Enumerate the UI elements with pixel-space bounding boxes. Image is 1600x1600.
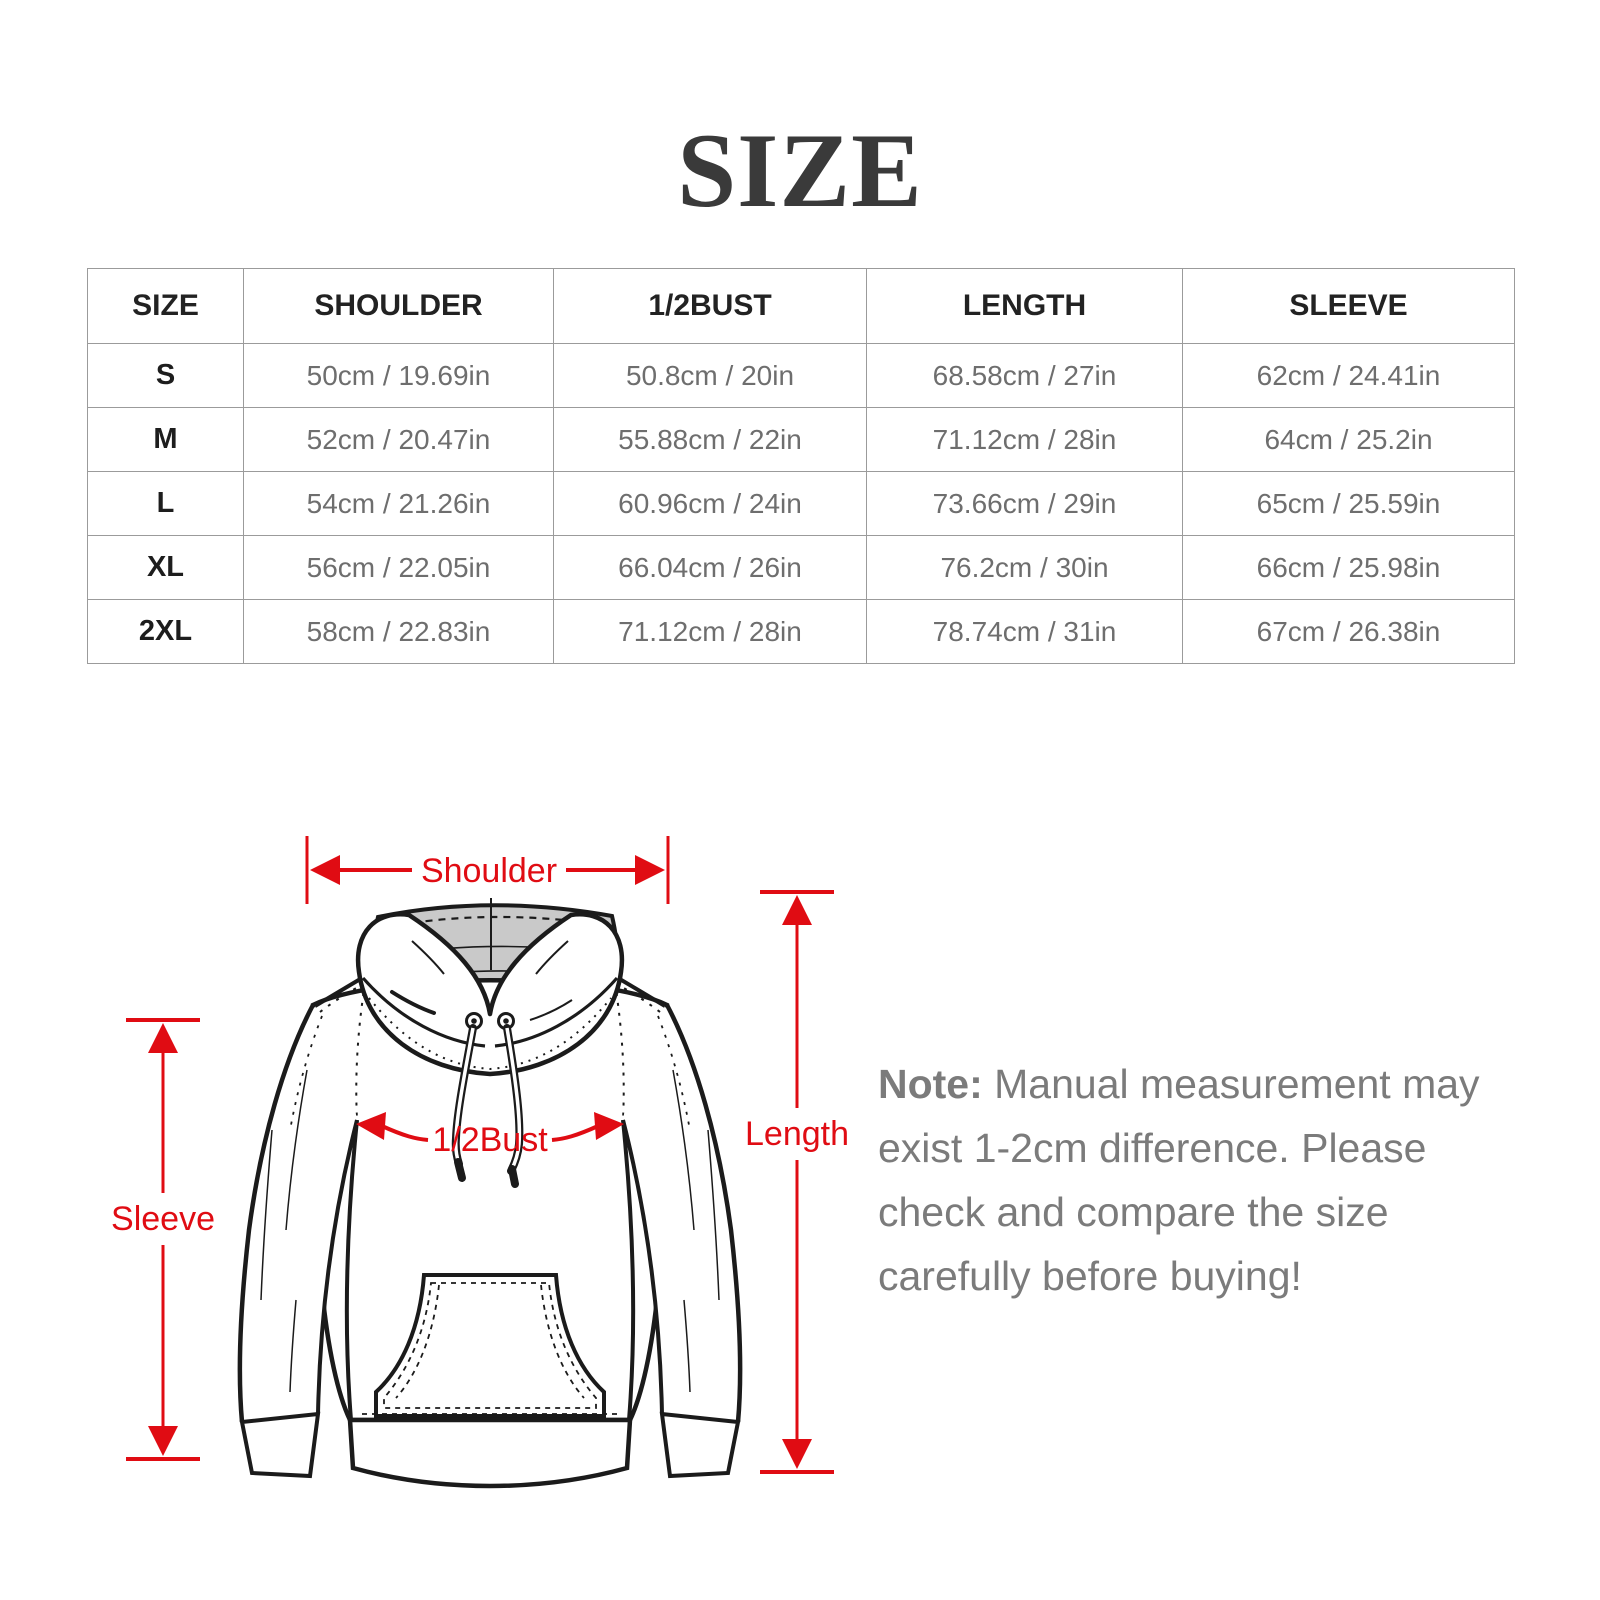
measurement-cell: 50.8cm / 20in [553, 343, 867, 408]
shoulder-measure-arrow: Shoulder [305, 836, 670, 904]
table-row: 2XL 58cm / 22.83in 71.12cm / 28in 78.74cm /… [87, 599, 1515, 664]
note-label: Note: [878, 1061, 983, 1107]
shoulder-label: Shoulder [421, 852, 557, 890]
hoodie-illustration [237, 898, 743, 1489]
measurement-cell: 54cm / 21.26in [243, 471, 554, 536]
measurement-cell: 73.66cm / 29in [866, 471, 1183, 536]
column-header: SIZE [87, 268, 244, 344]
table-row: M 52cm / 20.47in 55.88cm / 22in 71.12cm / 2… [87, 407, 1515, 472]
table-row: L 54cm / 21.26in 60.96cm / 24in 73.66cm / 2… [87, 471, 1515, 536]
size-cell: 2XL [87, 599, 244, 664]
measurement-cell: 65cm / 25.59in [1182, 471, 1515, 536]
measurement-cell: 52cm / 20.47in [243, 407, 554, 472]
note-text: Note: Manual measurement may exist 1-2cm… [878, 1052, 1494, 1308]
page-title: SIZE [677, 112, 923, 229]
measurement-cell: 55.88cm / 22in [553, 407, 867, 472]
measurement-cell: 67cm / 26.38in [1182, 599, 1515, 664]
measurement-cell: 78.74cm / 31in [866, 599, 1183, 664]
table-row: XL 56cm / 22.05in 66.04cm / 26in 76.2cm / 3… [87, 535, 1515, 600]
half-bust-label: 1/2Bust [432, 1121, 548, 1159]
sleeve-label: Sleeve [111, 1200, 215, 1238]
measurement-cell: 58cm / 22.83in [243, 599, 554, 664]
column-header: SLEEVE [1182, 268, 1515, 344]
measurement-cell: 66cm / 25.98in [1182, 535, 1515, 600]
length-label: Length [745, 1115, 849, 1153]
measurement-cell: 71.12cm / 28in [553, 599, 867, 664]
measurement-cell: 64cm / 25.2in [1182, 407, 1515, 472]
measurement-cell: 68.58cm / 27in [866, 343, 1183, 408]
length-measure-arrow: Length [745, 890, 849, 1474]
column-header: LENGTH [866, 268, 1183, 344]
measurement-cell: 71.12cm / 28in [866, 407, 1183, 472]
size-cell: S [87, 343, 244, 408]
note-body: Manual measurement may exist 1-2cm diffe… [878, 1061, 1480, 1299]
table-row: S 50cm / 19.69in 50.8cm / 20in 68.58cm / 27… [87, 343, 1515, 408]
size-chart-table: SIZE SHOULDER 1/2BUST LENGTH SLEEVE S 50cm / … [87, 268, 1515, 664]
column-header: SHOULDER [243, 268, 554, 344]
sleeve-measure-arrow: Sleeve [111, 1018, 215, 1461]
hoodie-measurement-diagram: Shoulder Sleeve Length 1/2Bust [111, 836, 849, 1489]
measurement-cell: 62cm / 24.41in [1182, 343, 1515, 408]
measurement-cell: 56cm / 22.05in [243, 535, 554, 600]
measurement-cell: 76.2cm / 30in [866, 535, 1183, 600]
measurement-cell: 50cm / 19.69in [243, 343, 554, 408]
table-header-row: SIZE SHOULDER 1/2BUST LENGTH SLEEVE [87, 268, 1515, 344]
size-cell: L [87, 471, 244, 536]
measurement-cell: 66.04cm / 26in [553, 535, 867, 600]
measurement-cell: 60.96cm / 24in [553, 471, 867, 536]
size-cell: M [87, 407, 244, 472]
half-bust-measure-arrow: 1/2Bust [356, 1112, 624, 1159]
column-header: 1/2BUST [553, 268, 867, 344]
size-table-body: S 50cm / 19.69in 50.8cm / 20in 68.58cm / 27… [87, 343, 1515, 664]
size-cell: XL [87, 535, 244, 600]
